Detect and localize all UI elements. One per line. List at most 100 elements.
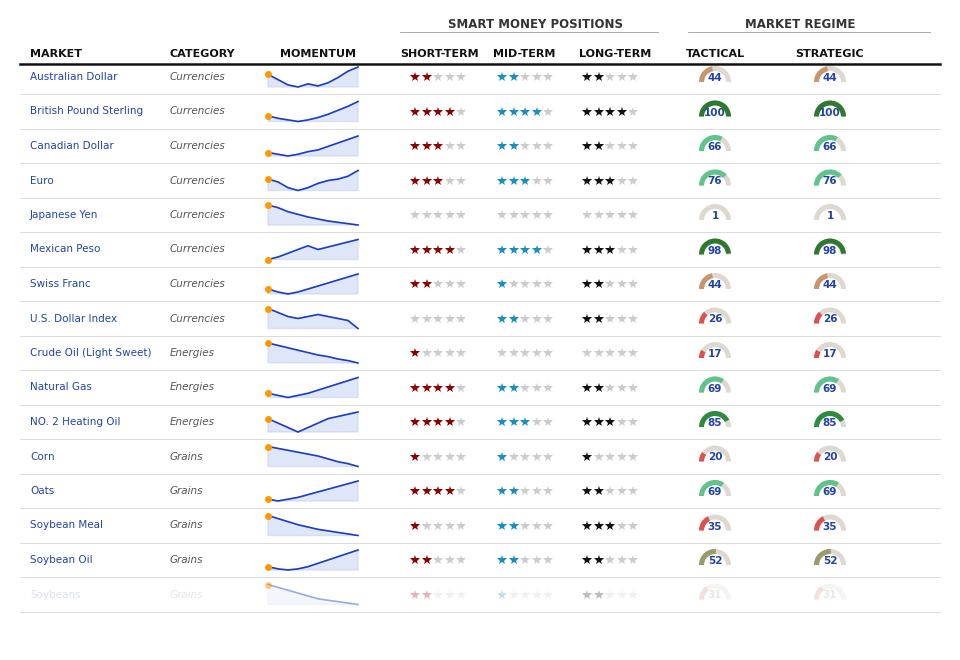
Wedge shape [814,308,846,323]
Wedge shape [699,515,731,531]
Wedge shape [814,342,846,358]
Wedge shape [814,515,846,531]
Text: 44: 44 [823,73,837,83]
Text: British Pound Sterling: British Pound Sterling [30,106,143,117]
Wedge shape [814,376,846,393]
Polygon shape [268,170,358,191]
Text: 76: 76 [823,176,837,187]
Text: Energies: Energies [170,348,215,358]
Wedge shape [814,312,823,323]
Text: Mexican Peso: Mexican Peso [30,244,101,255]
Text: 66: 66 [708,142,722,152]
Text: 85: 85 [708,418,722,428]
Text: Grains: Grains [170,451,204,461]
Text: 69: 69 [823,383,837,393]
Wedge shape [699,66,713,82]
Text: 17: 17 [708,349,722,359]
Wedge shape [814,480,839,496]
Text: 20: 20 [708,453,722,463]
Text: 1: 1 [827,211,833,221]
Text: Currencies: Currencies [170,141,226,151]
Polygon shape [268,585,358,605]
Wedge shape [699,411,731,427]
Polygon shape [268,136,358,156]
Text: Soybean Oil: Soybean Oil [30,555,92,565]
Wedge shape [814,135,846,151]
Wedge shape [814,411,844,427]
Text: 17: 17 [823,349,837,359]
Text: TACTICAL: TACTICAL [685,49,745,59]
Wedge shape [699,100,731,117]
Wedge shape [699,238,731,255]
Wedge shape [699,308,731,323]
Wedge shape [814,135,838,151]
Text: Energies: Energies [170,417,215,427]
Text: 85: 85 [823,418,837,428]
Wedge shape [699,170,727,185]
Polygon shape [268,102,358,121]
Text: 20: 20 [823,453,837,463]
Wedge shape [814,446,846,461]
Wedge shape [699,452,707,461]
Text: Euro: Euro [30,176,54,185]
Text: Grains: Grains [170,486,204,496]
Wedge shape [814,516,825,531]
Wedge shape [699,66,731,82]
Text: NO. 2 Heating Oil: NO. 2 Heating Oil [30,417,121,427]
Text: Australian Dollar: Australian Dollar [30,72,117,82]
Text: 31: 31 [823,591,837,601]
Wedge shape [699,342,731,358]
Wedge shape [814,100,846,117]
Text: SMART MONEY POSITIONS: SMART MONEY POSITIONS [447,18,622,32]
Wedge shape [699,583,731,599]
Text: 44: 44 [708,73,722,83]
Wedge shape [814,170,846,185]
Wedge shape [814,100,846,117]
Wedge shape [814,549,846,565]
Text: 31: 31 [708,591,722,601]
Text: CATEGORY: CATEGORY [170,49,235,59]
Wedge shape [699,376,731,393]
Wedge shape [699,549,731,565]
Text: 52: 52 [708,556,722,566]
Text: 26: 26 [823,315,837,325]
Wedge shape [814,452,821,461]
Text: 1: 1 [711,211,719,221]
Wedge shape [699,586,708,599]
Text: 26: 26 [708,315,722,325]
Text: MARKET REGIME: MARKET REGIME [745,18,855,32]
Text: 35: 35 [708,521,722,531]
Text: 44: 44 [708,280,722,290]
Text: 66: 66 [823,142,837,152]
Wedge shape [814,238,846,255]
Text: 69: 69 [708,383,722,393]
Text: MARKET: MARKET [30,49,82,59]
Wedge shape [699,204,731,220]
Polygon shape [268,481,358,501]
Wedge shape [814,549,831,565]
Polygon shape [268,308,358,329]
Polygon shape [268,378,358,397]
Wedge shape [814,66,828,82]
Text: Canadian Dollar: Canadian Dollar [30,141,113,151]
Wedge shape [699,549,716,565]
Wedge shape [699,376,724,393]
Wedge shape [699,480,724,496]
Text: Energies: Energies [170,383,215,393]
Text: MID-TERM: MID-TERM [492,49,555,59]
Text: Grains: Grains [170,555,204,565]
Text: 35: 35 [823,521,837,531]
Text: 69: 69 [823,487,837,497]
Text: Swiss Franc: Swiss Franc [30,279,90,289]
Polygon shape [268,515,358,535]
Wedge shape [814,586,824,599]
Wedge shape [814,411,846,427]
Text: 44: 44 [823,280,837,290]
Wedge shape [699,411,730,427]
Text: Grains: Grains [170,521,204,531]
Wedge shape [814,273,828,289]
Polygon shape [268,205,358,225]
Polygon shape [268,343,358,363]
Text: Natural Gas: Natural Gas [30,383,92,393]
Wedge shape [814,238,846,255]
